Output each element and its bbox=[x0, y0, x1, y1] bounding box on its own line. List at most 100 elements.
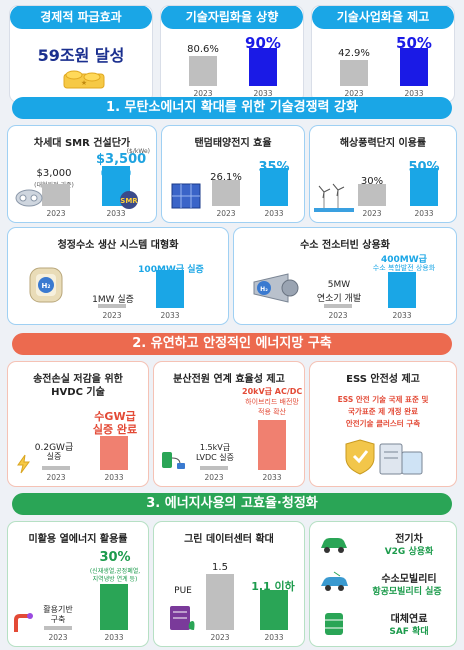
hydrogen-vehicle-icon bbox=[318, 570, 350, 594]
tech-commercialization-card: 기술사업화율 제고 42.9% 50% 2023 2033 bbox=[312, 6, 454, 102]
dist-2033-value-line3: 적용 확산 bbox=[258, 408, 286, 416]
year-label: 2023 bbox=[46, 209, 66, 218]
offshore-wind-card: 해상풍력단지 이용률 30% 50% 2023 2033 bbox=[310, 126, 456, 222]
distributed-power-card: 분산전원 연계 효율성 제고 1.5kV급 LVDC 실증 20kV급 AC/D… bbox=[154, 362, 304, 486]
ev-car-icon bbox=[318, 532, 350, 556]
year-label: 2033 bbox=[404, 89, 424, 98]
year-label: 2023 bbox=[102, 311, 122, 320]
ess-line2: 국가표준 제 개정 완료 bbox=[348, 407, 418, 416]
smr-cost-title: 차세대 SMR 건설단가 bbox=[33, 138, 131, 149]
turbine-2033-bar bbox=[388, 272, 416, 308]
hvdc-title-line2: HVDC 기술 bbox=[51, 387, 105, 398]
year-label: 2023 bbox=[48, 633, 68, 642]
dc-2023-value: 1.5 bbox=[212, 562, 228, 573]
smr-icon-label: SMR bbox=[120, 197, 138, 205]
hvdc-2023-bar bbox=[42, 466, 70, 470]
tech-independence-2033-value: 90% bbox=[245, 34, 281, 52]
tech-independence-2023-bar bbox=[189, 56, 217, 86]
offshore-wind-title: 해상풍력단지 이용률 bbox=[339, 138, 427, 149]
dc-2033-value: 1.1 이하 bbox=[251, 580, 295, 593]
hvdc-2033-value-line2: 실증 완료 bbox=[92, 423, 138, 436]
tech-commercialization-2033-bar bbox=[400, 48, 428, 86]
heat-2033-note-line2: 지역냉방 연계 등) bbox=[92, 576, 138, 583]
tech-independence-2023-value: 80.6% bbox=[187, 44, 219, 55]
economic-effect-value: 59조원 달성 bbox=[37, 46, 125, 65]
turbine-2033-value-line2: 수소 복합발전 상용화 bbox=[372, 264, 436, 272]
dc-2023-bar bbox=[206, 574, 234, 630]
year-label: 2033 bbox=[414, 209, 434, 218]
alt-fuel-value: SAF 확대 bbox=[389, 627, 429, 637]
dist-2023-value-line1: 1.5kV급 bbox=[199, 443, 231, 452]
green-datacenter-title: 그린 데이터센터 확대 bbox=[184, 534, 274, 545]
economic-effect-title: 경제적 파급효과 bbox=[10, 6, 152, 29]
turbine-2023-bar bbox=[324, 304, 352, 308]
hydrogen-mobility-title: 수소모빌리티 bbox=[381, 574, 437, 585]
year-label: 2033 bbox=[106, 209, 126, 218]
dist-2023-value-line2: LVDC 실증 bbox=[195, 453, 235, 462]
tandem-solar-card: 탠덤태양전지 효율 26.1% 35% 2023 2033 bbox=[162, 126, 304, 222]
pue-label: PUE bbox=[174, 586, 192, 596]
year-label: 2033 bbox=[392, 311, 412, 320]
green-datacenter-card: 그린 데이터센터 확대 PUE 1.5 1.1 이하 2023 2033 bbox=[154, 522, 304, 646]
year-label: 2033 bbox=[104, 633, 124, 642]
hvdc-title-line1: 송전손실 저감을 위한 bbox=[33, 374, 123, 385]
year-label: 2023 bbox=[204, 473, 224, 482]
mobility-card: 전기차 V2G 상용화 수소모빌리티 항공모빌리티 실증 대체연료 SAF 확대 bbox=[310, 522, 456, 646]
server-icon bbox=[168, 604, 198, 634]
turbine-2023-value-line1: 5MW bbox=[327, 280, 351, 290]
clean-hydrogen-card: 청정수소 생산 시스템 대형화 1MW 실증 100MW급 실증 H₂ 2023… bbox=[8, 228, 228, 324]
year-label: 2023 bbox=[362, 209, 382, 218]
waste-heat-card: 미활용 열에너지 활용률 30% (신재생열,공정폐열, 지역냉방 연계 등) … bbox=[8, 522, 148, 646]
smr-cost-unit: ($/kWe) bbox=[126, 148, 150, 155]
wind-2023-bar bbox=[358, 184, 386, 206]
smr-2033-value: $3,500 bbox=[96, 152, 147, 167]
year-label: 2023 bbox=[210, 633, 230, 642]
hvdc-2023-value-line2: 실증 bbox=[46, 452, 62, 461]
alt-fuel-title: 대체연료 bbox=[390, 614, 428, 625]
clean-hydrogen-title: 청정수소 생산 시스템 대형화 bbox=[57, 240, 179, 251]
hydrogen-2023-bar bbox=[98, 304, 126, 308]
distributed-power-title: 분산전원 연계 효율성 제고 bbox=[173, 374, 285, 385]
fuel-barrel-icon bbox=[322, 610, 346, 638]
section-1-header: 1. 무탄소에너지 확대를 위한 기술경쟁력 강화 bbox=[12, 97, 452, 119]
smr-module-icon: SMR bbox=[116, 190, 142, 210]
year-label: 2033 bbox=[104, 473, 124, 482]
smr-2023-value: $3,000 bbox=[36, 168, 72, 179]
tech-independence-2033-bar bbox=[249, 48, 277, 86]
turbine-2033-value-line1: 400MW급 bbox=[381, 255, 427, 265]
hvdc-card: 송전손실 저감을 위한 HVDC 기술 0.2GW급 실증 수GW급 실증 완료… bbox=[8, 362, 148, 486]
hvdc-2023-value-line1: 0.2GW급 bbox=[34, 443, 74, 453]
smr-2023-bar bbox=[42, 184, 70, 206]
section-3-header: 3. 에너지사용의 고효율·청정화 bbox=[12, 493, 452, 515]
hydrogen-turbine-card: 수소 전소터빈 상용화 5MW 연소기 개발 400MW급 수소 복합발전 상용… bbox=[234, 228, 456, 324]
svg-text:★: ★ bbox=[81, 79, 87, 87]
ev-title: 전기차 bbox=[395, 534, 423, 545]
heat-2033-note-line1: (신재생열,공정폐열, bbox=[89, 568, 141, 575]
ev-value: V2G 상용화 bbox=[384, 547, 434, 557]
ess-safety-title: ESS 안전성 제고 bbox=[346, 374, 420, 385]
heat-2023-value-line2: 구축 bbox=[50, 615, 66, 624]
dist-2033-value-line1: 20kV급 AC/DC bbox=[242, 387, 303, 396]
heat-2023-value-line1: 활용기반 bbox=[43, 605, 73, 614]
hvdc-2033-value-line1: 수GW급 bbox=[94, 410, 136, 423]
year-label: 2023 bbox=[344, 89, 364, 98]
year-label: 2033 bbox=[264, 209, 284, 218]
year-label: 2023 bbox=[46, 473, 66, 482]
tandem-2033-bar bbox=[260, 168, 288, 206]
ev-plug-icon bbox=[160, 448, 188, 472]
hydrogen-icon-label: H₂ bbox=[42, 282, 51, 290]
safety-shield-icon bbox=[340, 434, 430, 480]
wind-2023-value: 30% bbox=[360, 176, 384, 187]
tech-commercialization-2023-value: 42.9% bbox=[338, 48, 370, 59]
gas-turbine-icon: H₂ bbox=[250, 268, 300, 308]
waste-heat-title: 미활용 열에너지 활용률 bbox=[28, 534, 128, 545]
tandem-solar-title: 탠덤태양전지 효율 bbox=[194, 138, 272, 149]
thermal-pipe-icon bbox=[12, 612, 36, 636]
section-2-header: 2. 유연하고 안정적인 에너지망 구축 bbox=[12, 333, 452, 355]
tech-independence-title: 기술자립화율 상향 bbox=[161, 6, 303, 29]
heat-2023-bar bbox=[44, 626, 72, 630]
tandem-2023-value: 26.1% bbox=[210, 172, 242, 183]
hydrogen-tank-icon: H₂ bbox=[26, 262, 66, 306]
dist-2033-value-line2: 하이브리드 배전망 bbox=[245, 398, 299, 406]
tech-commercialization-2023-bar bbox=[340, 60, 368, 86]
